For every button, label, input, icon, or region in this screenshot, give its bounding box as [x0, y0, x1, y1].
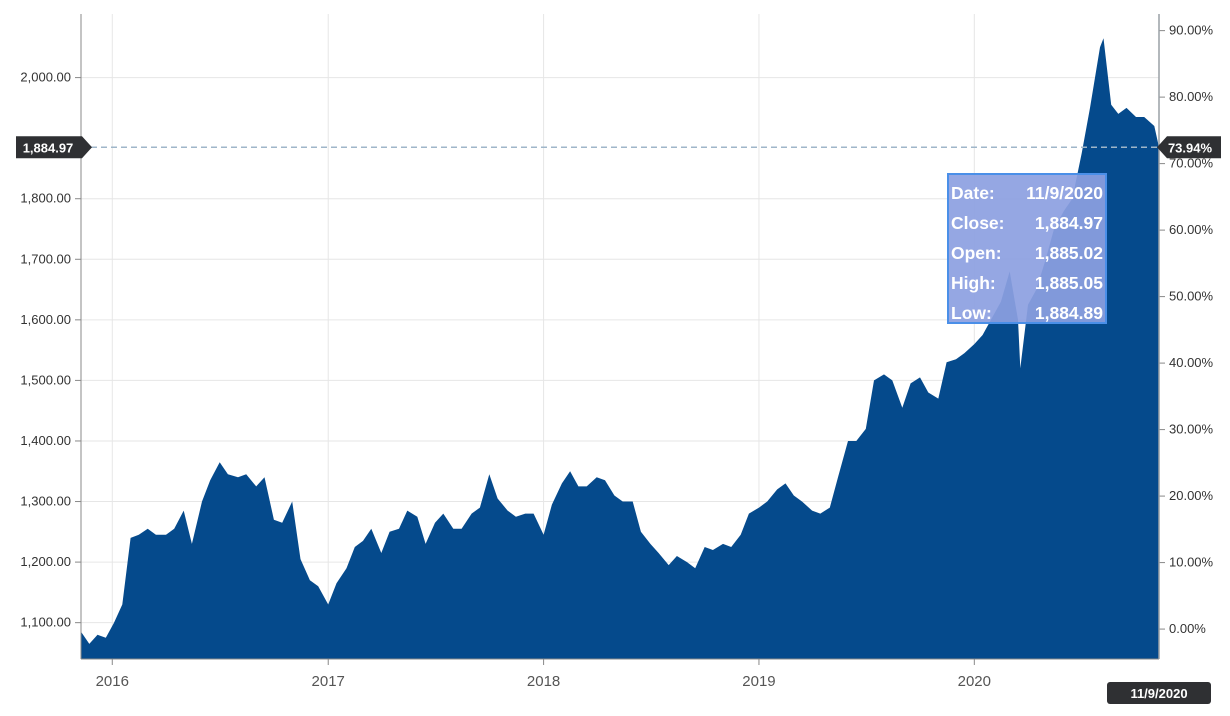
left-tick-label: 1,600.00 — [20, 312, 71, 327]
current-percent-label: 73.94% — [1168, 140, 1213, 155]
right-tick-label: 60.00% — [1169, 222, 1214, 237]
x-tick-label: 2020 — [958, 673, 991, 690]
left-tick-label: 1,300.00 — [20, 494, 71, 509]
left-tick-label: 1,700.00 — [20, 251, 71, 266]
right-tick-label: 30.00% — [1169, 422, 1214, 437]
current-value-badge — [16, 136, 92, 159]
right-tick-label: 40.00% — [1169, 355, 1214, 370]
tooltip-row: Date: 11/9/2020 — [951, 178, 1103, 208]
crosshair: 1,884.97 73.94% 11/9/2020 — [16, 14, 1221, 704]
tooltip-label: High: — [951, 273, 996, 293]
x-tick-label: 2016 — [96, 673, 129, 690]
tooltip-label: Date: — [951, 183, 995, 203]
left-tick-label: 2,000.00 — [20, 70, 71, 85]
right-tick-label: 0.00% — [1169, 621, 1206, 636]
left-tick-label: 1,400.00 — [20, 433, 71, 448]
current-percent-badge — [1157, 136, 1221, 159]
tooltip-row: Open: 1,885.02 — [951, 238, 1103, 268]
left-tick-label: 1,500.00 — [20, 372, 71, 387]
right-tick-label: 50.00% — [1169, 289, 1214, 304]
left-price-axis: 1,100.00 1,200.00 1,300.00 1,400.00 1,500.00… — [20, 70, 81, 630]
tooltip-row: Close: 1,884.97 — [951, 208, 1103, 238]
right-tick-label: 80.00% — [1169, 89, 1214, 104]
current-date-badge — [1107, 682, 1211, 704]
left-tick-label: 1,800.00 — [20, 191, 71, 206]
right-tick-label: 10.00% — [1169, 555, 1214, 570]
tooltip-label: Close: — [951, 213, 1005, 233]
tooltip-value: 1,885.02 — [1034, 243, 1103, 263]
right-tick-label: 90.00% — [1169, 23, 1214, 38]
right-tick-label: 70.00% — [1169, 156, 1214, 171]
price-area-series[interactable] — [81, 38, 1159, 659]
right-percent-axis: 0.00% 10.00% 20.00% 30.00% 40.00% 50.00% 60.00… — [1159, 23, 1214, 636]
left-tick-label: 1,100.00 — [20, 615, 71, 630]
tooltip-row: Low: 1,884.89 — [951, 298, 1103, 328]
current-value-label: 1,884.97 — [23, 140, 74, 155]
x-tick-label: 2019 — [742, 673, 775, 690]
tooltip-value: 1,884.97 — [1034, 213, 1103, 233]
x-tick-label: 2018 — [527, 673, 560, 690]
tooltip-row: High: 1,885.05 — [951, 268, 1103, 298]
tooltip-value: 1,885.05 — [1034, 273, 1103, 293]
tooltip-label: Open: — [951, 243, 1002, 263]
x-tick-label: 2017 — [312, 673, 345, 690]
right-tick-label: 20.00% — [1169, 488, 1214, 503]
tooltip-label: Low: — [951, 303, 992, 323]
tooltip-value: 1,884.89 — [1034, 303, 1103, 323]
data-tooltip: Date: 11/9/2020 Close: 1,884.97 Open: 1,885.0… — [947, 173, 1107, 324]
tooltip-value: 11/9/2020 — [1026, 183, 1103, 203]
date-axis: 2016 2017 2018 2019 2020 — [96, 659, 991, 690]
left-tick-label: 1,200.00 — [20, 554, 71, 569]
current-date-label: 11/9/2020 — [1130, 686, 1187, 701]
